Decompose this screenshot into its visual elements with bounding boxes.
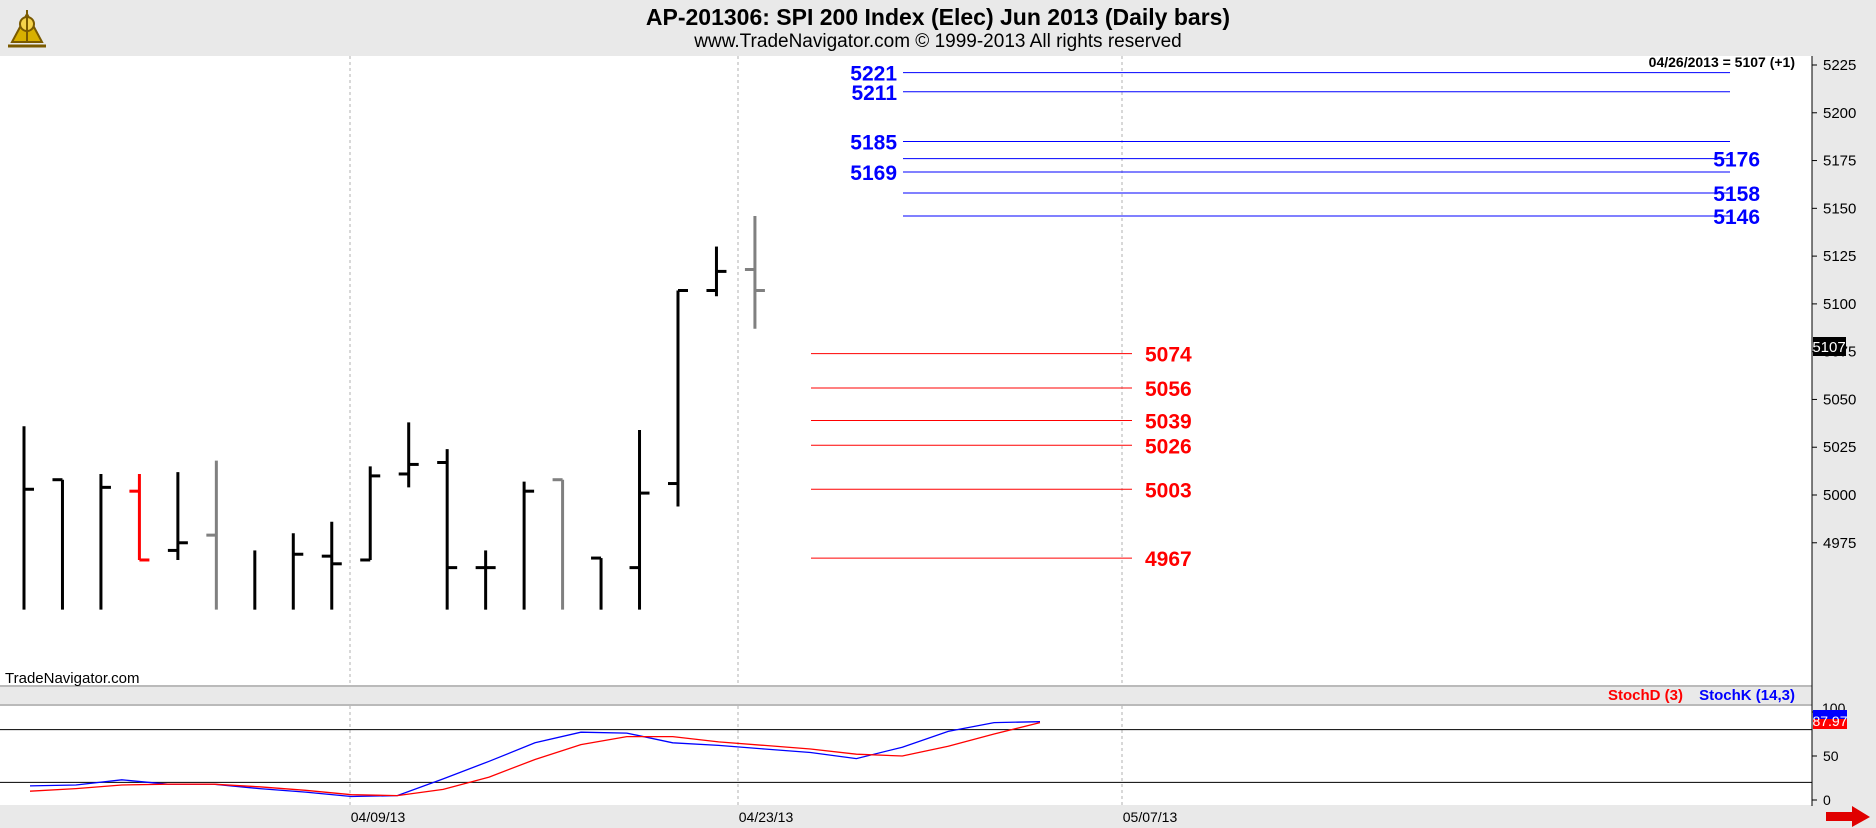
copyright-subtitle: www.TradeNavigator.com © 1999-2013 All r… [694,31,1182,52]
ohlc-bar [129,473,150,562]
stoch-y-tick-label: 50 [1823,748,1839,764]
stochd-legend: StochD (3) [1608,687,1683,704]
ohlc-bar [206,460,218,610]
stoch-value-badge: 87.97 [1812,713,1847,729]
ohlc-bar [321,521,342,610]
resistance-label: 5185 [850,131,897,154]
ohlc-bar [99,473,111,610]
support-label: 5039 [1145,410,1192,433]
stochastic-lines [29,721,1041,798]
support-label: 5056 [1145,378,1192,401]
scroll-right-arrow-icon[interactable] [1826,806,1870,827]
ohlc-bar [360,466,381,562]
resistance-label: 5176 [1713,149,1760,172]
resistance-label: 5158 [1713,183,1760,206]
last-price-label: 5107 [1812,339,1845,356]
ohlc-bar [437,449,458,610]
y-tick-label: 4975 [1823,535,1856,552]
y-tick-label: 5225 [1823,57,1856,74]
y-tick-label: 5100 [1823,296,1856,313]
trade-navigator-sextant-icon [8,10,46,48]
ohlc-bar [522,481,535,610]
resistance-label: 5221 [850,63,897,86]
resistance-label: 5211 [851,82,897,105]
ohlc-bar [398,422,419,488]
ohlc-bar [475,550,496,610]
y-tick-label: 5175 [1823,153,1856,170]
ohlc-bars [22,215,765,610]
last-bar-info: 04/26/2013 = 5107 (+1) [1649,54,1795,70]
stoch-value-badge-blue [1813,710,1847,719]
last-price-badge [1813,337,1846,356]
ohlc-bar [629,430,650,610]
date-axis: 04/09/13 04/23/13 05/07/13 [351,809,1178,825]
y-tick-label: 5050 [1823,391,1856,408]
x-tick-label: 04/09/13 [351,809,406,825]
ohlc-bar [22,426,34,610]
price-panel [0,56,1812,685]
support-label: 5026 [1145,435,1192,458]
stoch-value-badge-red [1813,719,1847,729]
support-label: 4967 [1145,548,1192,571]
stochastic-axis: 0 50 [0,711,1839,808]
x-tick-label: 04/23/13 [739,809,794,825]
vertical-gridlines [349,56,1123,805]
stoch-series-line [29,721,1041,797]
stoch-y-tick-label: 0 [1823,792,1831,808]
resistance-label: 5146 [1713,206,1760,229]
chart-title: AP-201306: SPI 200 Index (Elec) Jun 2013… [645,4,1231,30]
ohlc-bar [706,246,727,297]
x-tick-label: 05/07/13 [1123,809,1178,825]
ohlc-bar [291,533,304,610]
ohlc-bar [744,215,765,329]
chart-header: AP-201306: SPI 200 Index (Elec) Jun 2013… [0,0,1876,56]
ohlc-bar [167,472,188,560]
resistance-label: 5169 [850,162,897,185]
support-label: 5003 [1145,479,1192,502]
ohlc-bar [591,556,603,610]
price-axis: 4975500050255050507551005125515051755200… [1812,57,1856,552]
y-tick-label: 5125 [1823,248,1856,265]
stochk-legend: StochK (14,3) [1699,687,1795,704]
y-tick-label: 5025 [1823,439,1856,456]
ohlc-bar [552,478,565,610]
ohlc-bar [667,289,688,507]
watermark: TradeNavigator.com [5,670,140,687]
y-tick-label: 5000 [1823,487,1856,504]
support-label: 5074 [1145,344,1192,367]
y-tick-label: 5200 [1823,105,1856,122]
y-tick-label: 5150 [1823,200,1856,217]
ohlc-bar [52,478,64,610]
